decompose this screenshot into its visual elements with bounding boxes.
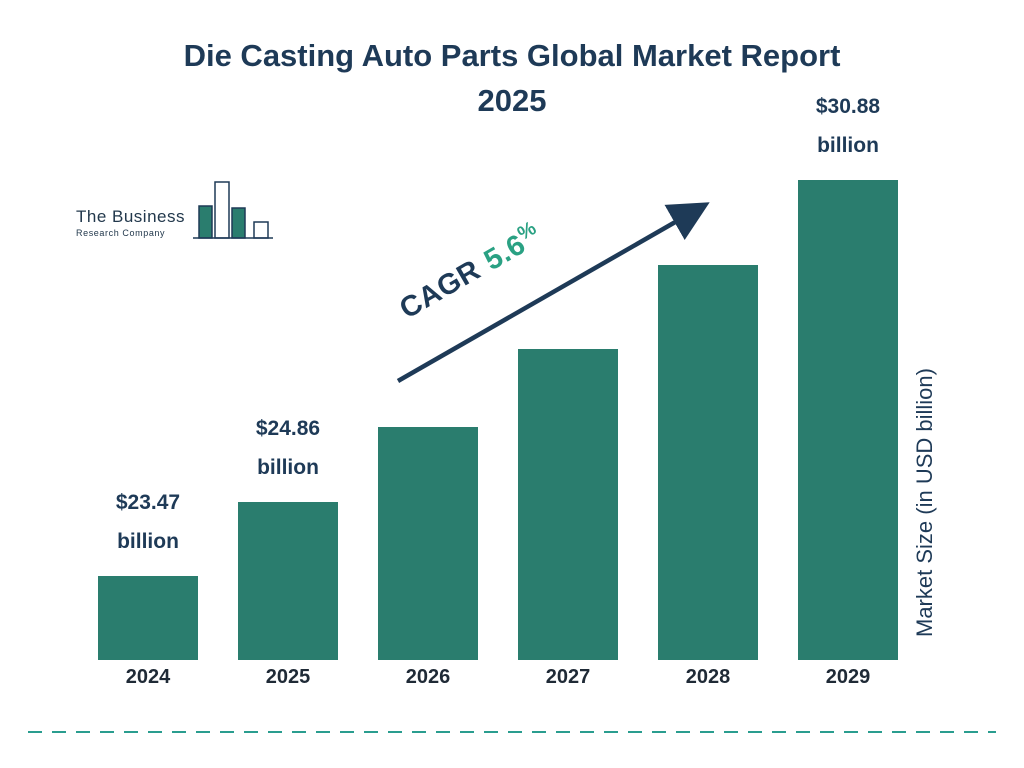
company-logo-text: The Business Research Company: [76, 207, 185, 242]
bar-2025: [238, 502, 338, 660]
bar-2027: [518, 349, 618, 660]
x-axis-label-2029: 2029: [825, 666, 871, 688]
company-logo-name: The Business: [76, 207, 185, 226]
logo-chart-icon: [191, 180, 276, 242]
x-axis-label-2026: 2026: [405, 666, 451, 688]
value-label-2025: $24.86 billion: [255, 417, 321, 480]
bar-2029: [798, 180, 898, 660]
bar-2024: [98, 576, 198, 660]
x-axis-label-2025: 2025: [265, 666, 311, 688]
bar-2026: [378, 427, 478, 660]
x-axis-label-2027: 2027: [545, 666, 591, 688]
page-title: Die Casting Auto Parts Global Market Rep…: [0, 34, 1024, 124]
bar-2028: [658, 265, 758, 660]
y-axis-label: Market Size (in USD billion): [912, 368, 937, 638]
page-title-line2: 2025: [477, 82, 547, 118]
value-label-2024: $23.47 billion: [115, 491, 181, 554]
bottom-dashed-divider: [28, 731, 996, 733]
x-axis-label-2028: 2028: [685, 666, 731, 688]
company-logo-subtitle: Research Company: [76, 228, 166, 238]
page-title-line1: Die Casting Auto Parts Global Market Rep…: [183, 38, 841, 73]
value-label-2029: $30.88 billion: [815, 95, 881, 158]
x-axis-label-2024: 2024: [125, 666, 171, 688]
cagr-trend-arrow: [396, 202, 710, 383]
company-logo: The Business Research Company: [76, 180, 276, 242]
